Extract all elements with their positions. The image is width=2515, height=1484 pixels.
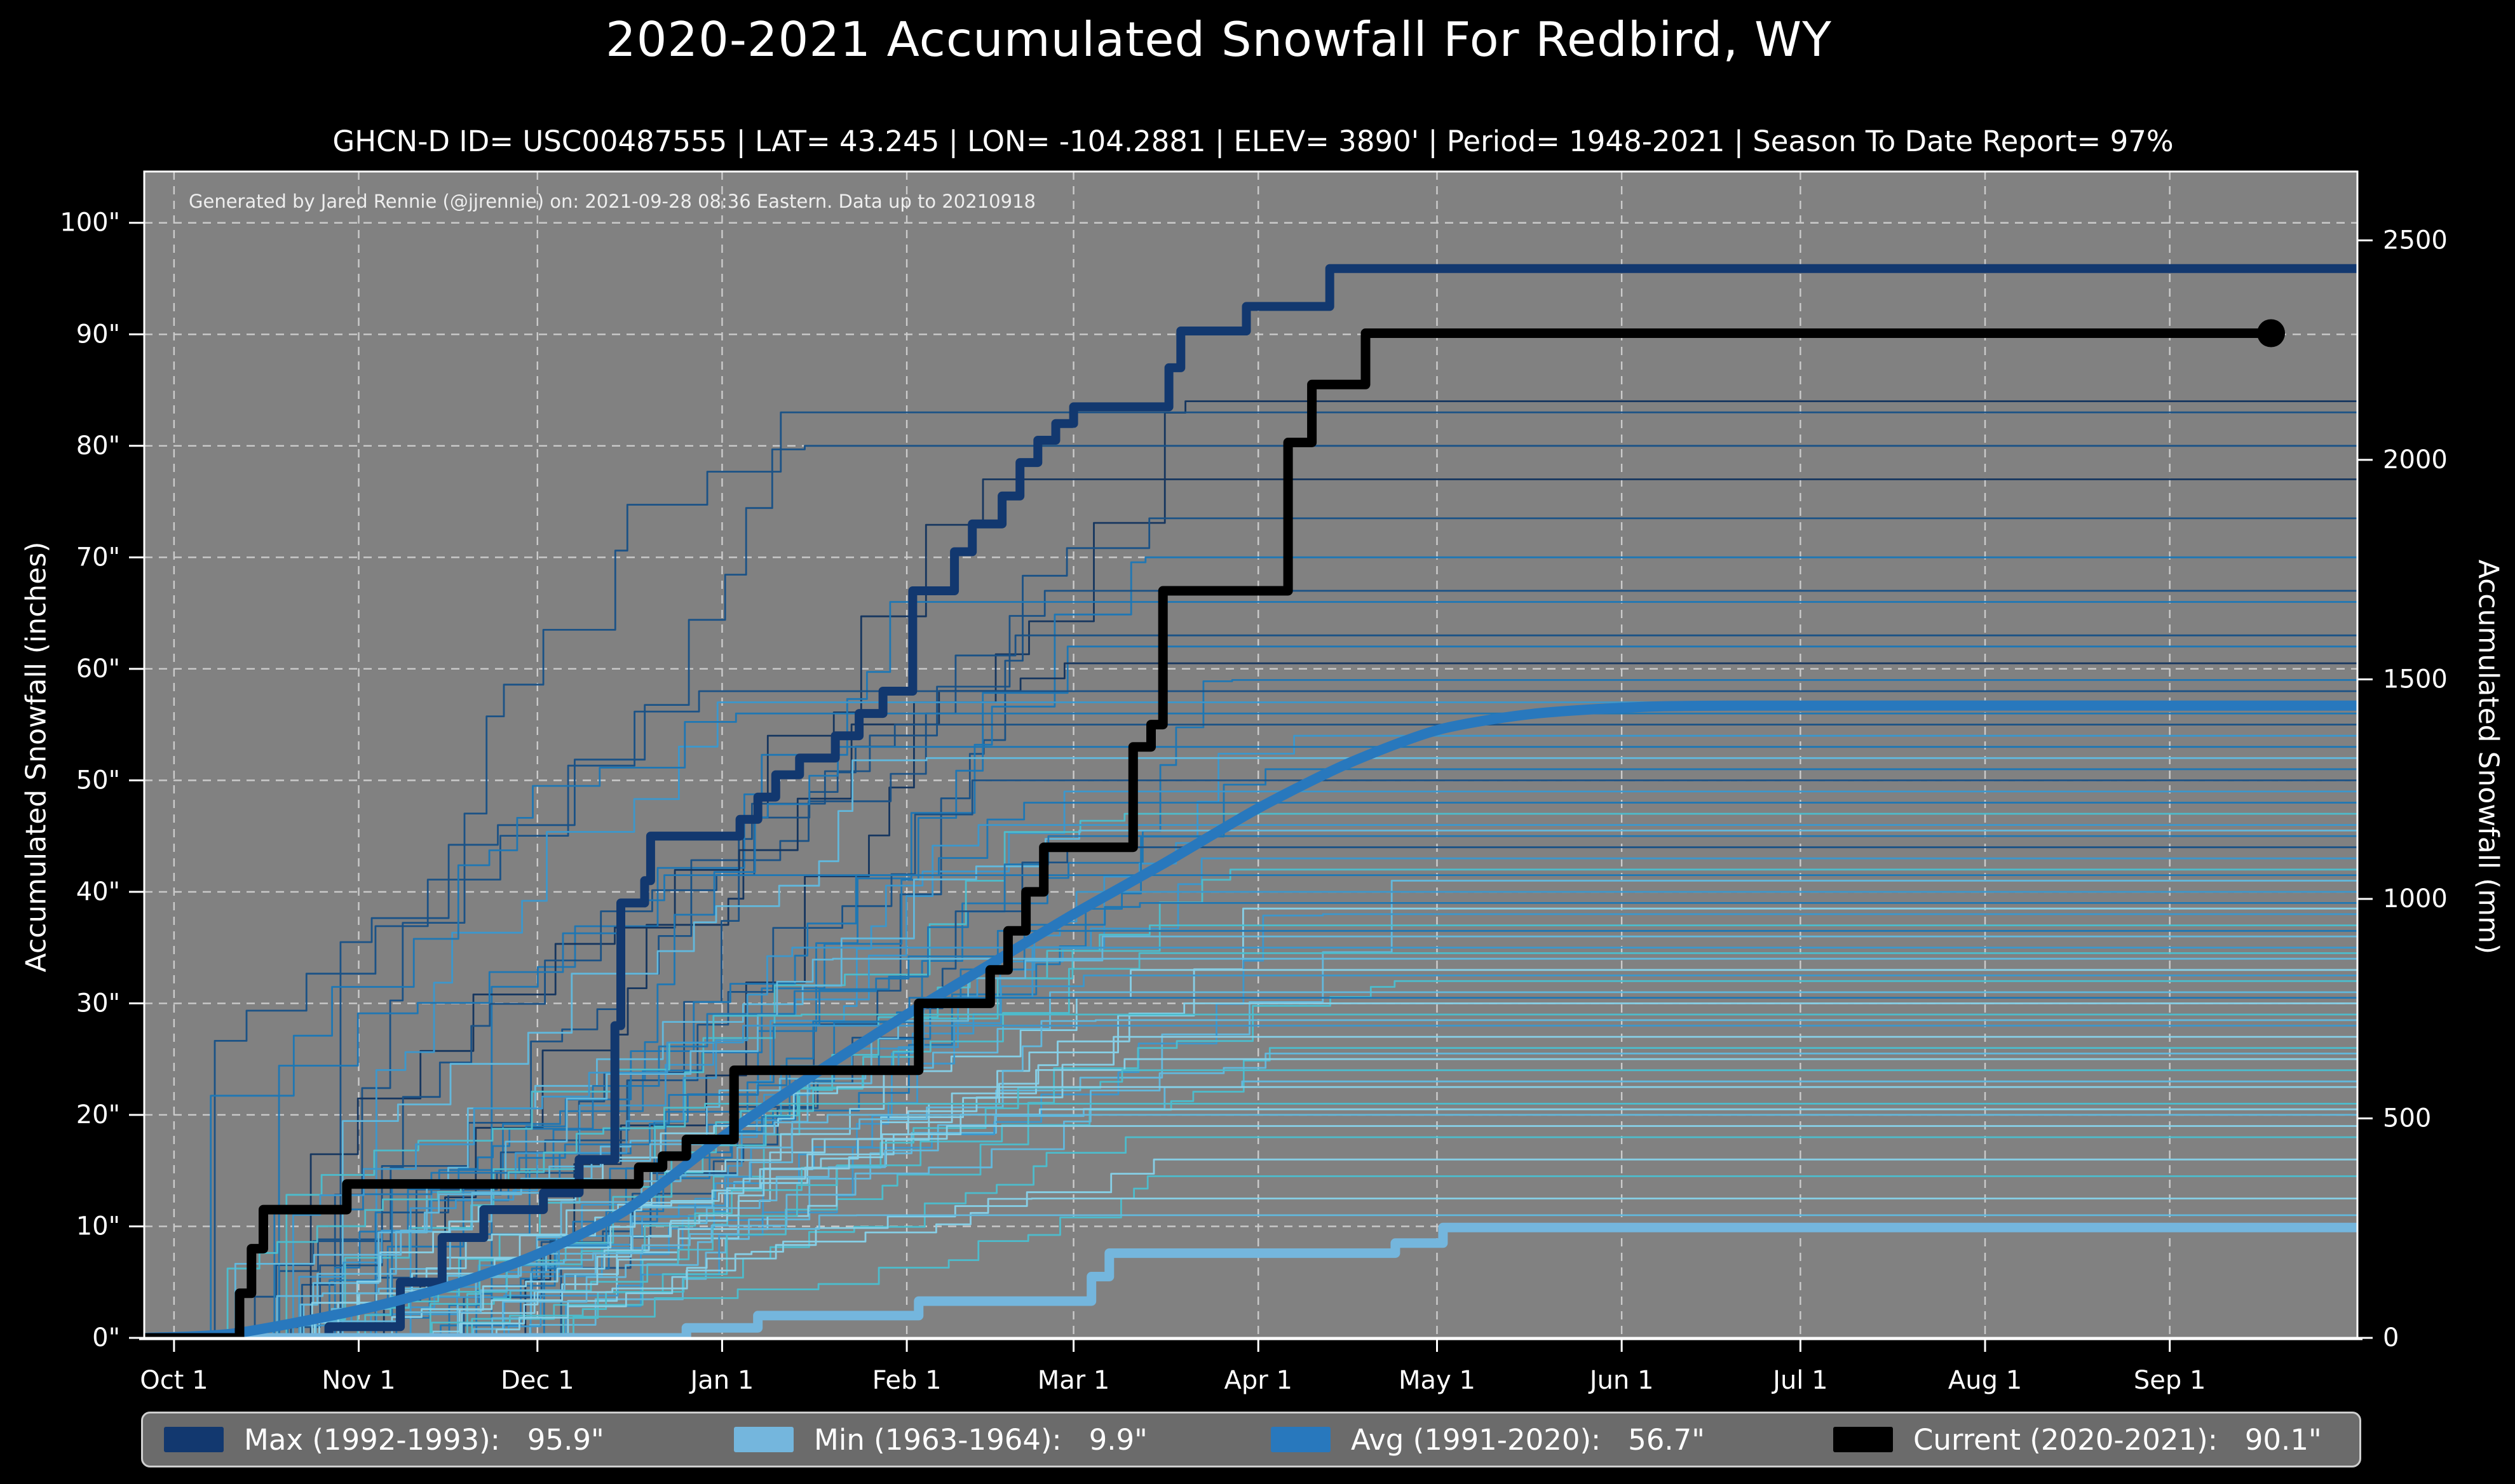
background-year-line	[144, 957, 2357, 1338]
background-year-line	[144, 1069, 2357, 1338]
avg-line-swatch	[1271, 1427, 1331, 1452]
background-year-line	[144, 1136, 2357, 1338]
series-line-max	[144, 264, 2357, 1338]
background-year-line	[144, 846, 2357, 1338]
tick-label-month: Jan 1	[689, 1366, 754, 1395]
tick-label-month: Jun 1	[1588, 1366, 1654, 1395]
background-year-line	[144, 929, 2357, 1338]
tick-label-mm: 1500	[2383, 664, 2448, 694]
axis-ticks	[129, 222, 2373, 1352]
background-year-line	[144, 1058, 2357, 1338]
tick-label-inches: 80"	[76, 431, 120, 461]
background-year-line	[144, 690, 2357, 1338]
background-year-line	[144, 1053, 2357, 1338]
tick-label-inches: 0"	[92, 1323, 120, 1352]
legend: Max (1992-1993): 95.9" Min (1963-1964): …	[141, 1412, 2361, 1467]
y-axis-label-mm: Accumulated Snowfall (mm)	[2472, 559, 2505, 955]
background-year-line	[144, 1013, 2357, 1338]
legend-label-min: Min (1963-1964): 9.9"	[814, 1422, 1148, 1457]
background-year-line	[144, 445, 2357, 1338]
background-year-line	[144, 724, 2357, 1338]
legend-entry-avg: Avg (1991-2020): 56.7"	[1271, 1413, 1705, 1466]
background-year-line	[144, 991, 2357, 1338]
tick-label-month: Apr 1	[1224, 1366, 1292, 1395]
tick-label-month: Mar 1	[1038, 1366, 1110, 1395]
legend-entry-current: Current (2020-2021): 90.1"	[1833, 1413, 2322, 1466]
tick-label-inches: 70"	[76, 543, 120, 572]
series-line-avg	[144, 700, 2357, 1338]
background-year-line	[144, 1214, 2357, 1338]
series-line-current	[144, 328, 2272, 1338]
min-line-swatch	[734, 1427, 794, 1452]
background-year-line	[144, 997, 2357, 1338]
tick-label-mm: 2500	[2383, 226, 2448, 255]
axis-tick-labels: 0" 10" 20" 30" 40" 50" 60" 70" 80" 90" 100" 0 500 100…	[60, 208, 2448, 1395]
tick-label-mm: 0	[2383, 1323, 2399, 1352]
legend-label-avg: Avg (1991-2020): 56.7"	[1351, 1422, 1705, 1457]
tick-label-inches: 30"	[76, 988, 120, 1018]
background-year-line	[144, 1047, 2357, 1338]
tick-label-inches: 60"	[76, 654, 120, 684]
tick-label-month: Aug 1	[1948, 1366, 2022, 1395]
tick-label-month: Sep 1	[2134, 1366, 2206, 1395]
tick-label-month: Dec 1	[501, 1366, 574, 1395]
max-line-swatch	[164, 1427, 224, 1452]
background-year-line	[144, 1080, 2357, 1338]
tick-label-inches: 40"	[76, 877, 120, 907]
tick-label-month: May 1	[1399, 1366, 1475, 1395]
background-year-line	[144, 757, 2357, 1338]
tick-label-mm: 500	[2383, 1103, 2431, 1133]
background-year-line	[144, 802, 2357, 1338]
tick-label-month: Feb 1	[872, 1366, 942, 1395]
background-year-line	[144, 768, 2357, 1338]
tick-label-mm: 2000	[2383, 445, 2448, 475]
tick-label-mm: 1000	[2383, 884, 2448, 914]
tick-label-month: Jul 1	[1771, 1366, 1827, 1395]
legend-entry-max: Max (1992-1993): 95.9"	[164, 1413, 604, 1466]
current-line-swatch	[1833, 1427, 1893, 1452]
plot-background	[144, 172, 2357, 1338]
tick-label-inches: 10"	[76, 1211, 120, 1241]
legend-label-current: Current (2020-2021): 90.1"	[1913, 1422, 2322, 1457]
background-year-line	[144, 947, 2357, 1338]
series-line-min	[144, 1222, 2357, 1338]
tick-label-inches: 100"	[60, 208, 120, 238]
tick-label-inches: 20"	[76, 1100, 120, 1130]
tick-label-inches: 90"	[76, 320, 120, 349]
legend-entry-min: Min (1963-1964): 9.9"	[734, 1413, 1148, 1466]
background-year-line	[144, 1108, 2357, 1338]
current-endpoint-dot	[2257, 319, 2286, 347]
background-year-line	[144, 1197, 2357, 1338]
tick-label-inches: 50"	[76, 766, 120, 795]
background-year-line	[144, 879, 2357, 1338]
background-year-line	[144, 712, 2357, 1338]
tick-label-month: Oct 1	[140, 1366, 208, 1395]
y-axis-label-inches: Accumulated Snowfall (inches)	[20, 541, 53, 973]
background-year-line	[144, 1158, 2357, 1338]
background-year-line	[144, 824, 2357, 1338]
background-year-line	[144, 411, 2357, 1338]
page-title: 2020-2021 Accumulated Snowfall For Redbi…	[605, 11, 1832, 67]
tick-label-month: Nov 1	[322, 1366, 395, 1395]
legend-label-max: Max (1992-1993): 95.9"	[244, 1422, 604, 1457]
generated-by-annotation: Generated by Jared Rennie (@jjrennie) on…	[189, 191, 1036, 212]
station-subtitle: GHCN-D ID= USC00487555 | LAT= 43.245 | L…	[332, 125, 2174, 158]
background-year-line	[144, 701, 2357, 1338]
